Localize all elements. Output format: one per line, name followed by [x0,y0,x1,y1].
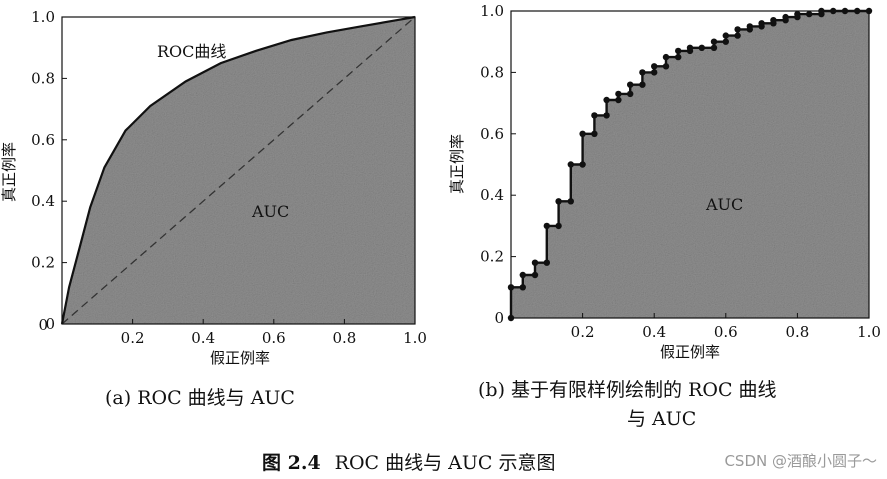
roc-sample-point [591,130,598,137]
x-tick-label: 0.2 [571,323,595,341]
roc-sample-point [639,81,646,88]
x-tick-label: 0.4 [191,329,215,347]
x-tick-label: 0.2 [121,329,145,347]
figure-caption: 图 2.4 ROC 曲线与 AUC 示意图 [262,448,555,475]
roc-sample-point [531,259,539,266]
roc-sample-point [615,96,622,104]
axis-tick-labels: 0.2 0.4 0.6 0.8 1.0 0 0.2 0.4 0.6 0.8 1.0 [480,2,881,341]
auc-area [62,17,415,324]
roc-sample-point [806,10,813,18]
roc-sample-point [734,26,741,33]
roc-sample-point [651,69,658,76]
x-tick-label: 0.8 [332,329,356,347]
x-tick-label: 0.8 [785,323,809,341]
roc-sample-point [567,198,574,205]
roc-sample-point [854,7,861,15]
roc-sample-point [531,271,539,279]
roc-sample-point [686,44,694,51]
y-tick-label: 0.4 [31,192,55,210]
roc-sample-point [698,44,705,51]
auc-annotation: AUC [705,195,743,214]
y-tick-label: 0 [494,309,504,327]
figure-caption-text: ROC 曲线与 AUC 示意图 [334,452,556,474]
axis-ticks [511,10,870,319]
origin-label: 0 [38,316,48,334]
chart-roc-finite-samples: 0.2 0.4 0.6 0.8 1.0 0 0.2 0.4 0.6 0.8 1.0 AUC 假正例率… [448,2,881,361]
roc-sample-point [782,13,789,21]
roc-curve-annotation: ROC曲线 [157,42,226,61]
x-tick-label: 1.0 [403,329,427,347]
x-axis-label: 假正例率 [210,349,270,367]
roc-sample-point [591,112,598,119]
roc-sample-point [818,7,825,15]
plot-frame [510,10,870,319]
chart-roc-curve: 0.2 0.4 0.6 0.8 1.0 0 0.2 0.4 0.6 0.8 1.0 0 ROC曲线 A… [0,8,427,367]
roc-sample-point [519,271,526,279]
roc-sample-point [722,32,729,39]
y-tick-label: 0.2 [31,254,55,272]
roc-sample-point [543,259,550,266]
roc-sample-point [603,112,610,119]
roc-sample-point [770,17,777,24]
y-tick-label: 0.2 [480,248,504,266]
auc-area [511,11,869,318]
y-axis-label: 真正例率 [0,142,18,202]
roc-sample-point [710,38,718,45]
panel-b-caption-line2: 与 AUC [627,408,697,430]
panel-b-caption-line1: (b) 基于有限样例绘制的 ROC 曲线 [478,379,777,401]
roc-sample-point [507,284,515,291]
roc-sample-point [710,44,718,51]
plot-frame [61,16,416,325]
y-axis-label: 真正例率 [448,134,466,194]
roc-sample-point [567,161,574,168]
roc-sample-point [675,47,682,55]
roc-sample-point [794,10,801,18]
y-tick-label: 0.4 [480,186,504,204]
roc-sample-point [579,161,586,168]
figure-number: 图 2.4 [262,452,321,474]
roc-sample-point [746,23,753,30]
roc-sample-point [865,7,873,15]
roc-sample-point [543,222,550,230]
roc-sample-point [662,63,670,70]
y-tick-label: 1.0 [31,8,55,26]
roc-sample-point [651,63,658,70]
x-axis-label: 假正例率 [660,343,720,361]
roc-sample-point [639,69,646,76]
y-tick-label: 0.6 [31,131,55,149]
roc-sample-point [830,7,837,15]
axis-ticks [62,16,416,325]
roc-sample-point [555,222,562,230]
roc-sample-point [722,38,729,45]
y-tick-label: 0.6 [480,125,504,143]
panel-a-caption: (a) ROC 曲线与 AUC [105,387,295,409]
roc-sample-points [507,7,873,322]
x-tick-label: 0.4 [642,323,666,341]
roc-sample-point [579,130,586,137]
y-tick-label: 0.8 [480,63,504,81]
roc-sample-point [841,7,849,15]
axis-tick-labels: 0.2 0.4 0.6 0.8 1.0 0 0.2 0.4 0.6 0.8 1.0 0 [31,8,427,347]
roc-sample-point [627,90,634,98]
watermark: CSDN @酒酿小圆子～ [724,452,877,470]
x-tick-label: 0.6 [262,329,286,347]
roc-curve-line [60,15,416,325]
roc-sample-point [615,90,622,98]
roc-sample-point [603,96,610,104]
x-tick-label: 1.0 [857,323,881,341]
roc-sample-point [734,32,741,39]
x-tick-label: 0.6 [714,323,738,341]
roc-sample-point [627,81,634,88]
roc-sample-point [675,53,682,61]
roc-sample-point [758,20,765,27]
roc-sample-point [662,53,670,61]
y-tick-label: 0.8 [31,69,55,87]
auc-annotation: AUC [251,202,289,221]
roc-sample-point [555,198,562,205]
roc-sample-point [519,284,526,291]
y-tick-label: 0 [45,315,55,333]
y-tick-label: 1.0 [480,2,504,20]
